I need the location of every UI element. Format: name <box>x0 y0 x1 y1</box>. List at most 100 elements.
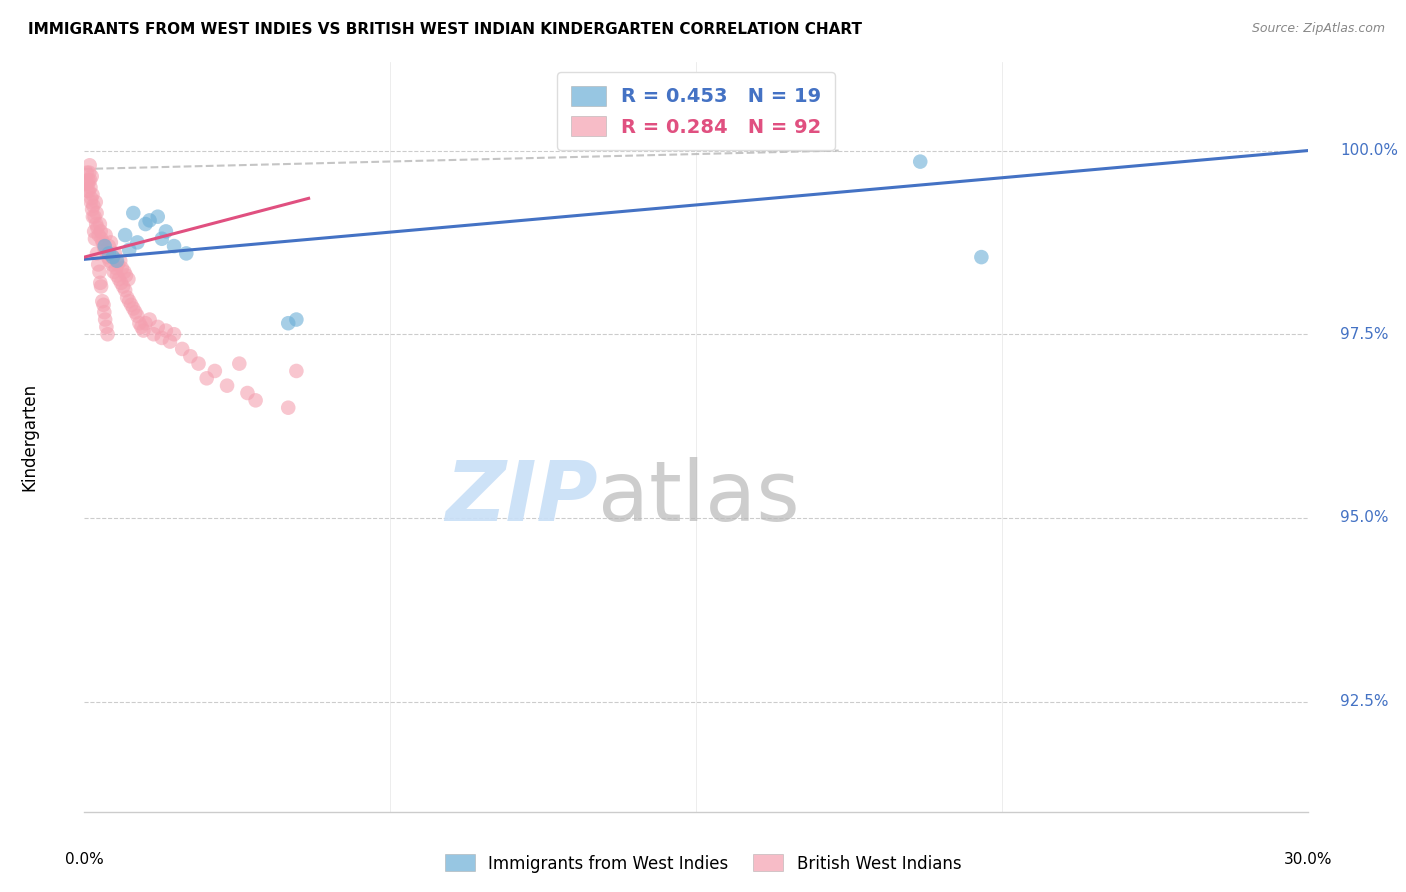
Point <box>122 301 145 316</box>
Point <box>100 235 122 250</box>
Point <box>112 265 135 279</box>
Point <box>135 316 157 330</box>
Text: 30.0%: 30.0% <box>1284 852 1331 867</box>
Point <box>79 180 101 194</box>
Point <box>103 265 125 279</box>
Point <box>101 250 124 264</box>
Text: Source: ZipAtlas.com: Source: ZipAtlas.com <box>1251 22 1385 36</box>
Point <box>127 309 149 323</box>
Point <box>82 199 104 213</box>
Legend: Immigrants from West Indies, British West Indians: Immigrants from West Indies, British Wes… <box>439 847 967 880</box>
Point <box>195 371 218 385</box>
Point <box>83 210 105 224</box>
Point <box>285 312 308 326</box>
Point <box>142 327 165 342</box>
Point <box>104 246 127 260</box>
Point <box>124 305 146 319</box>
Point <box>132 324 155 338</box>
Point <box>86 220 108 235</box>
Point <box>204 364 226 378</box>
Point <box>118 294 141 309</box>
Point <box>150 331 173 345</box>
Point <box>163 327 186 342</box>
Point <box>179 349 201 363</box>
Point <box>112 279 135 293</box>
Point <box>80 191 103 205</box>
Point <box>122 206 145 220</box>
Point <box>91 294 114 309</box>
Text: IMMIGRANTS FROM WEST INDIES VS BRITISH WEST INDIAN KINDERGARTEN CORRELATION CHAR: IMMIGRANTS FROM WEST INDIES VS BRITISH W… <box>28 22 862 37</box>
Point <box>163 239 186 253</box>
Point <box>86 206 108 220</box>
Text: ZIP: ZIP <box>446 457 598 538</box>
Point <box>96 246 118 260</box>
Point <box>79 173 101 187</box>
Point <box>236 386 259 401</box>
Point <box>105 261 128 276</box>
Point <box>107 257 129 271</box>
Point <box>94 228 117 243</box>
Point <box>93 305 115 319</box>
Point <box>228 357 250 371</box>
Point <box>155 224 177 238</box>
Point <box>114 283 136 297</box>
Point <box>91 235 114 250</box>
Point <box>97 239 120 253</box>
Point <box>90 279 112 293</box>
Point <box>87 228 110 243</box>
Point <box>93 239 115 253</box>
Point <box>174 246 197 260</box>
Text: Kindergarten: Kindergarten <box>20 383 38 491</box>
Point <box>172 342 194 356</box>
Text: 97.5%: 97.5% <box>1340 326 1389 342</box>
Point <box>84 232 107 246</box>
Point <box>82 187 104 202</box>
Point <box>187 357 209 371</box>
Point <box>89 265 111 279</box>
Point <box>82 210 104 224</box>
Point <box>115 268 138 283</box>
Point <box>77 166 100 180</box>
Point <box>108 272 131 286</box>
Point <box>277 316 299 330</box>
Point <box>970 250 993 264</box>
Point <box>131 319 153 334</box>
Point <box>76 184 98 198</box>
Point <box>146 210 169 224</box>
Text: 100.0%: 100.0% <box>1340 143 1398 158</box>
Point <box>76 166 98 180</box>
Point <box>94 312 117 326</box>
Point <box>75 177 97 191</box>
Point <box>89 276 111 290</box>
Point <box>89 217 111 231</box>
Point <box>98 253 121 268</box>
Point <box>110 253 132 268</box>
Point <box>77 184 100 198</box>
Point <box>217 378 239 392</box>
Text: 92.5%: 92.5% <box>1340 694 1389 709</box>
Point <box>83 224 105 238</box>
Point <box>93 298 115 312</box>
Legend: R = 0.453   N = 19, R = 0.284   N = 92: R = 0.453 N = 19, R = 0.284 N = 92 <box>557 72 835 150</box>
Point <box>86 246 108 260</box>
Point <box>101 250 124 264</box>
Point <box>96 319 118 334</box>
Point <box>77 173 100 187</box>
Point <box>84 217 107 231</box>
Point <box>77 177 100 191</box>
Point <box>82 202 104 217</box>
Point <box>111 261 134 276</box>
Point <box>128 316 150 330</box>
Point <box>114 228 136 243</box>
Text: 0.0%: 0.0% <box>65 852 104 867</box>
Text: 95.0%: 95.0% <box>1340 510 1389 525</box>
Point <box>115 291 138 305</box>
Point <box>90 224 112 238</box>
Point <box>135 217 157 231</box>
Point <box>127 235 149 250</box>
Point <box>97 246 120 260</box>
Point <box>155 324 177 338</box>
Point <box>146 319 169 334</box>
Point <box>908 154 931 169</box>
Text: atlas: atlas <box>598 457 800 538</box>
